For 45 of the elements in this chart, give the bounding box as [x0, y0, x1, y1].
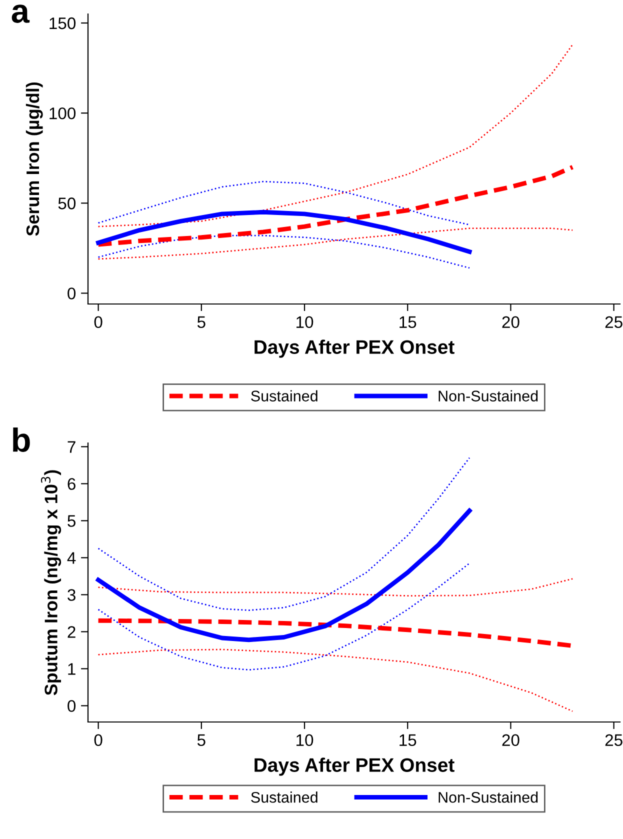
legend-label: Sustained: [251, 390, 318, 402]
chart-title: a: [12, 4, 30, 23]
y-tick-label: 6: [68, 478, 76, 490]
y-tick-label: 0: [68, 700, 76, 712]
x-axis-title: Days After PEX Onset: [254, 758, 454, 776]
x-tick-label: 15: [400, 316, 416, 328]
x-tick-label: 20: [502, 734, 520, 746]
x-tick-label: 5: [197, 316, 206, 328]
y-tick-label: 4: [67, 552, 76, 564]
legend-label: Sustained: [251, 792, 318, 803]
line-series: [98, 562, 470, 671]
y-tick-label: 1: [68, 663, 76, 675]
y-tick-label: 150: [50, 17, 76, 30]
y-tick-label: 7: [68, 441, 76, 453]
y-tick-label: 3: [68, 589, 76, 601]
line-series: [98, 228, 574, 260]
line-series: [98, 578, 574, 597]
x-tick-label: 10: [296, 734, 314, 746]
legend-label: Non-Sustained: [438, 390, 538, 402]
x-tick-label: 25: [605, 734, 622, 746]
line-series: [96, 508, 472, 642]
x-tick-label: 10: [296, 316, 314, 328]
y-axis-title: Sputum Iron (ng/mg x 10$^{3}$): [40, 470, 62, 696]
x-tick-label: 25: [605, 316, 622, 328]
line-series: [98, 457, 470, 611]
line-series: [96, 164, 575, 247]
y-tick-label: 0: [68, 288, 76, 300]
line-series: [96, 210, 472, 254]
line-series: [98, 180, 470, 226]
y-tick-label: 50: [58, 198, 76, 210]
line-series: [98, 648, 574, 712]
legend-label: Non-Sustained: [438, 792, 538, 803]
y-axis-title: Serum Iron (µg/dl): [26, 82, 43, 236]
y-tick-label: 100: [50, 107, 76, 120]
chart-title: b: [13, 427, 30, 452]
x-tick-label: 20: [502, 316, 520, 328]
line-series: [98, 234, 470, 269]
x-tick-label: 0: [94, 734, 102, 746]
x-tick-label: 5: [197, 734, 206, 746]
x-tick-label: 0: [94, 316, 102, 328]
x-axis-title: Days After PEX Onset: [254, 340, 454, 358]
y-tick-label: 2: [68, 626, 76, 638]
x-tick-label: 15: [400, 734, 416, 746]
line-series: [98, 44, 574, 228]
y-tick-label: 5: [68, 515, 76, 527]
